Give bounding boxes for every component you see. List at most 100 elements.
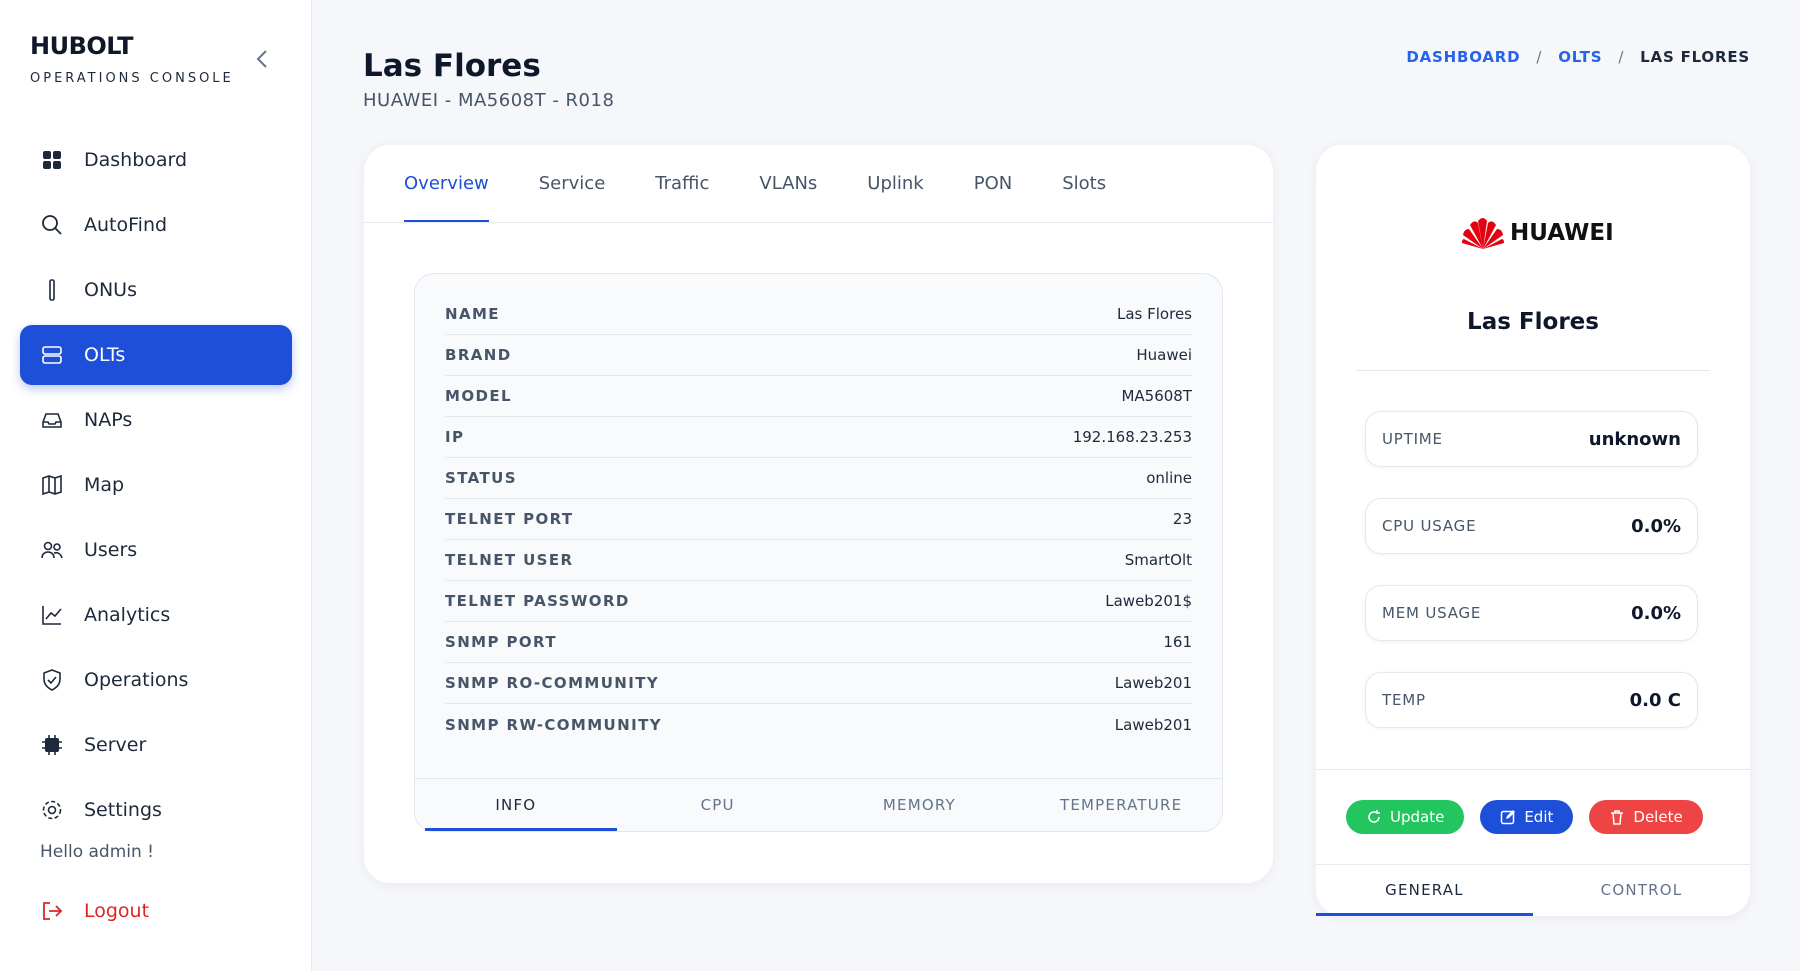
detail-tabs: INFO CPU MEMORY TEMPERATURE [415, 778, 1222, 831]
tab[interactable]: Traffic [655, 173, 710, 194]
button-label: Update [1390, 808, 1445, 826]
greeting: Hello admin ! [40, 842, 154, 862]
nav-item[interactable]: NAPs [20, 390, 292, 450]
nav-item[interactable]: Dashboard [20, 130, 292, 190]
detail-key: SNMP RO-COMMUNITY [445, 674, 660, 692]
detail-row: SNMP RW-COMMUNITY Laweb201 [445, 704, 1192, 745]
detail-value: online [1146, 469, 1192, 487]
sidebar: HUBOLT OPERATIONS CONSOLE Dashboard AutoF… [0, 0, 312, 971]
detail-value: Las Flores [1117, 305, 1192, 323]
detail-row: NAME Las Flores [445, 294, 1192, 335]
nav-item[interactable]: Operations [20, 650, 292, 710]
edit-button[interactable]: Edit [1480, 800, 1574, 834]
delete-button[interactable]: Delete [1589, 800, 1703, 834]
stat-box: MEM USAGE 0.0% [1365, 585, 1698, 641]
nav-label: Dashboard [84, 149, 188, 171]
stat-label: TEMP [1382, 691, 1426, 709]
detail-key: BRAND [445, 346, 512, 364]
detail-row: TELNET PASSWORD Laweb201$ [445, 581, 1192, 622]
detail-row: TELNET PORT 23 [445, 499, 1192, 540]
logout-label: Logout [84, 900, 150, 922]
nav-label: Server [84, 734, 147, 756]
detail-key: MODEL [445, 387, 512, 405]
nav-item[interactable]: OLTs [20, 325, 292, 385]
nav-item[interactable]: Users [20, 520, 292, 580]
vendor-logo: HUAWEI [1460, 215, 1614, 251]
nav-item[interactable]: Server [20, 715, 292, 775]
stat-value: 0.0% [1631, 602, 1681, 624]
nav-item[interactable]: AutoFind [20, 195, 292, 255]
crumb[interactable]: DASHBOARD [1406, 48, 1521, 66]
nav-label: Map [84, 474, 125, 496]
tab[interactable]: CONTROL [1600, 881, 1683, 899]
tab-bar: Overview Service Traffic VLANs Uplink PON Slot… [404, 145, 1106, 222]
tab[interactable]: MEMORY [882, 796, 956, 814]
tab[interactable]: CPU [700, 796, 735, 814]
nav-item[interactable]: Map [20, 455, 292, 515]
stat-value: 0.0 C [1629, 689, 1681, 711]
nav-item[interactable]: ONUs [20, 260, 292, 320]
tab[interactable]: Overview [404, 145, 489, 222]
detail-value: Laweb201$ [1105, 592, 1192, 610]
detail-row: IP 192.168.23.253 [445, 417, 1192, 458]
detail-value: 23 [1172, 510, 1192, 528]
page-subtitle: HUAWEI - MA5608T - R018 [363, 90, 615, 111]
tab[interactable]: Slots [1062, 173, 1107, 194]
nav-label: NAPs [84, 409, 133, 431]
tab[interactable]: GENERAL [1316, 864, 1533, 916]
tab[interactable]: Uplink [867, 173, 924, 194]
detail-key: SNMP RW-COMMUNITY [445, 715, 662, 734]
detail-value: Laweb201 [1114, 715, 1192, 734]
stat-value: unknown [1588, 428, 1681, 450]
tab[interactable]: TEMPERATURE [1059, 796, 1183, 814]
tab[interactable]: Service [538, 173, 606, 194]
detail-row: STATUS online [445, 458, 1192, 499]
brand: HUBOLT [30, 32, 133, 60]
nav-label: ONUs [84, 279, 137, 301]
nav-label: OLTs [84, 344, 126, 366]
detail-key: NAME [445, 305, 500, 323]
detail-value: Laweb201 [1114, 674, 1192, 692]
tab[interactable]: VLANs [759, 173, 818, 194]
stat-value: 0.0% [1631, 515, 1681, 537]
nav-item[interactable]: Analytics [20, 585, 292, 645]
nav-label: Settings [84, 799, 162, 821]
brand-subtitle: OPERATIONS CONSOLE [30, 71, 234, 86]
detail-value: SmartOlt [1124, 551, 1192, 569]
detail-key: SNMP PORT [445, 633, 557, 651]
nav-label: Analytics [84, 604, 171, 626]
detail-key: IP [445, 428, 465, 446]
detail-row: BRAND Huawei [445, 335, 1192, 376]
nav-label: Operations [84, 669, 189, 691]
stat-box: UPTIME unknown [1365, 411, 1698, 467]
stat-label: UPTIME [1382, 430, 1443, 448]
detail-row: SNMP RO-COMMUNITY Laweb201 [445, 663, 1192, 704]
detail-key: TELNET USER [445, 551, 574, 569]
logout[interactable]: Logout [20, 881, 292, 941]
crumb[interactable]: OLTS [1558, 48, 1603, 66]
detail-value: 161 [1163, 633, 1192, 651]
breadcrumb: DASHBOARD / OLTS / LAS FLORES [1406, 48, 1750, 66]
tab[interactable]: PON [973, 173, 1013, 194]
detail-row: SNMP PORT 161 [445, 622, 1192, 663]
button-label: Edit [1524, 808, 1554, 826]
nav-label: Users [84, 539, 138, 561]
details-card: Overview Service Traffic VLANs Uplink PON Slot… [364, 145, 1273, 883]
button-label: Delete [1633, 808, 1683, 826]
update-button[interactable]: Update [1346, 800, 1465, 834]
actions: Update Edit Delete [1346, 800, 1703, 834]
detail-value: Huawei [1136, 346, 1192, 364]
crumb: LAS FLORES [1640, 48, 1750, 66]
stat-label: CPU USAGE [1382, 517, 1477, 535]
detail-key: STATUS [445, 469, 517, 487]
tab[interactable]: INFO [415, 779, 617, 831]
logo-text: HUAWEI [1510, 220, 1614, 246]
device-tabs: GENERAL CONTROL [1316, 864, 1750, 916]
collapse-button[interactable] [252, 48, 272, 70]
stat-box: CPU USAGE 0.0% [1365, 498, 1698, 554]
nav-label: AutoFind [84, 214, 168, 236]
nav-item[interactable]: Settings [20, 780, 292, 840]
detail-row: TELNET USER SmartOlt [445, 540, 1192, 581]
detail-row: MODEL MA5608T [445, 376, 1192, 417]
